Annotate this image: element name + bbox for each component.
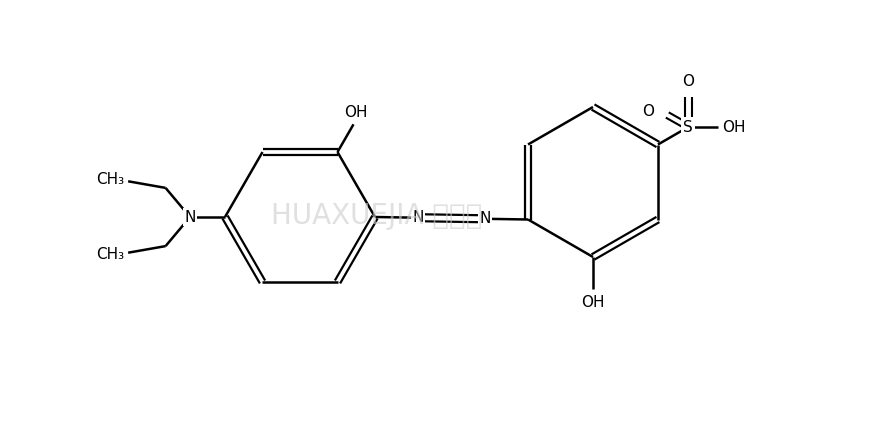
Text: N: N xyxy=(413,210,423,225)
Text: OH: OH xyxy=(582,295,604,310)
Text: OH: OH xyxy=(343,105,367,121)
Text: CH₃: CH₃ xyxy=(96,172,124,187)
Text: CH₃: CH₃ xyxy=(96,247,124,262)
Text: HUAXUEJIA 化学加: HUAXUEJIA 化学加 xyxy=(271,202,483,230)
Text: OH: OH xyxy=(723,120,745,134)
Text: S: S xyxy=(683,120,693,134)
Text: O: O xyxy=(642,105,654,120)
Text: O: O xyxy=(682,74,695,89)
Text: N: N xyxy=(184,210,195,225)
Text: N: N xyxy=(479,211,491,226)
